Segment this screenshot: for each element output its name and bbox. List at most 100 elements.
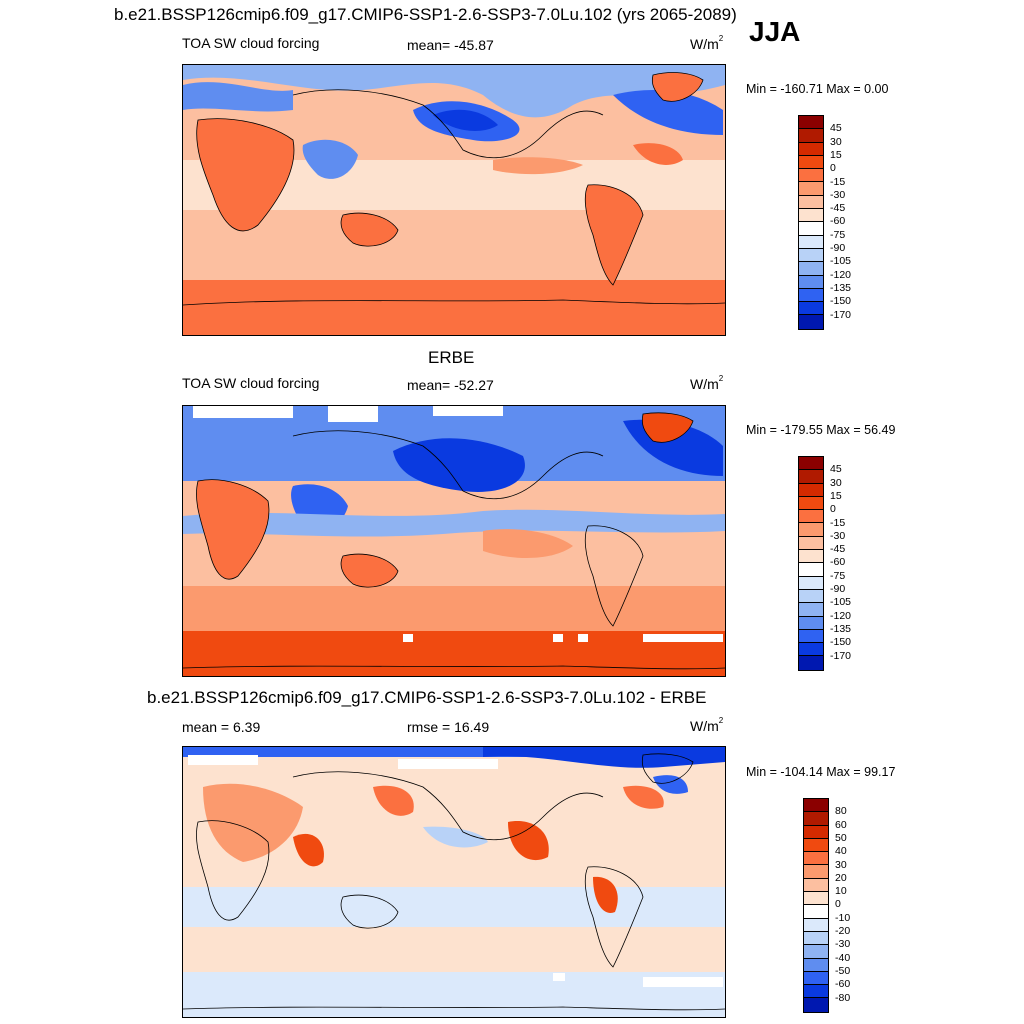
colorbar-swatch [804, 971, 828, 986]
colorbar-swatch [799, 169, 823, 183]
colorbar-tick-label: -20 [835, 925, 851, 937]
colorbar-tick-label: -90 [830, 242, 846, 254]
panel-3-unit-label: W/m2 [690, 716, 724, 734]
panel-3-minmax-label: Min = -104.14 Max = 99.17 [746, 765, 896, 779]
colorbar-swatch [799, 262, 823, 276]
colorbar-tick-label: 0 [830, 503, 836, 516]
colorbar-swatch [799, 129, 823, 143]
panel-3-map [182, 746, 726, 1018]
colorbar-swatch [804, 985, 828, 999]
colorbar-tick-label: -135 [830, 281, 852, 294]
colorbar-tick-label: -80 [835, 991, 851, 1004]
colorbar-swatch [799, 195, 823, 210]
colorbar-tick-label: -135 [830, 622, 852, 635]
colorbar-tick-label: 80 [835, 805, 847, 818]
colorbar-swatch [799, 116, 823, 130]
colorbar-swatch [799, 248, 823, 263]
colorbar-tick-label: -170 [830, 308, 852, 321]
colorbar-tick-label: 10 [835, 885, 847, 898]
colorbar-tick-label: -45 [830, 202, 846, 215]
panel-1-mean-label: mean= -45.87 [407, 37, 494, 53]
panel-3-mean-label: mean = 6.39 [182, 719, 261, 735]
panel-1-title: b.e21.BSSP126cmip6.f09_g17.CMIP6-SSP1-2.… [114, 5, 737, 24]
colorbar-tick-label: -105 [830, 596, 852, 609]
colorbar-tick-label: -75 [830, 228, 846, 241]
colorbar-swatch [804, 812, 828, 826]
colorbar-tick-label: 50 [835, 831, 847, 844]
panel-2-mean-label: mean= -52.27 [407, 377, 494, 393]
colorbar-swatch [804, 865, 828, 879]
panel-3-title: b.e21.BSSP126cmip6.f09_g17.CMIP6-SSP1-2.… [147, 688, 707, 707]
colorbar-swatch [799, 576, 823, 590]
colorbar-swatch [799, 616, 823, 630]
colorbar-tick-label: 45 [830, 122, 842, 135]
panel-2-colorbar [798, 456, 824, 671]
colorbar-swatch [799, 603, 823, 617]
colorbar-tick-label: -30 [835, 938, 851, 951]
colorbar-swatch [799, 470, 823, 484]
colorbar-swatch [799, 142, 823, 156]
colorbar-swatch [799, 275, 823, 289]
colorbar-swatch [799, 589, 823, 604]
colorbar-tick-label: -10 [835, 911, 851, 924]
colorbar-swatch [799, 457, 823, 471]
colorbar-tick-label: -150 [830, 636, 852, 649]
colorbar-tick-label: 30 [835, 858, 847, 871]
colorbar-tick-label: 0 [835, 898, 841, 911]
colorbar-tick-label: 60 [835, 818, 847, 831]
colorbar-swatch [799, 629, 823, 644]
colorbar-swatch [804, 998, 828, 1012]
colorbar-swatch [804, 931, 828, 946]
colorbar-swatch [804, 905, 828, 919]
colorbar-tick-label: -60 [835, 978, 851, 991]
colorbar-swatch [799, 209, 823, 223]
colorbar-tick-label: -170 [830, 649, 852, 662]
colorbar-tick-label: -40 [835, 951, 851, 964]
colorbar-tick-label: -120 [830, 268, 852, 281]
colorbar-swatch [804, 878, 828, 893]
season-label: JJA [749, 16, 801, 47]
colorbar-swatch [799, 550, 823, 564]
colorbar-swatch [804, 918, 828, 932]
colorbar-tick-label: 15 [830, 148, 842, 161]
panel-1-field-label: TOA SW cloud forcing [182, 35, 320, 51]
colorbar-tick-label: -15 [830, 175, 846, 188]
colorbar-tick-label: -30 [830, 188, 846, 201]
colorbar-tick-label: -105 [830, 255, 852, 268]
colorbar-tick-label: -50 [835, 964, 851, 977]
colorbar-swatch [799, 222, 823, 236]
colorbar-swatch [799, 288, 823, 303]
colorbar-tick-label: -150 [830, 295, 852, 308]
colorbar-tick-label: 30 [830, 476, 842, 489]
panel-2-map [182, 405, 726, 677]
colorbar-swatch [799, 182, 823, 196]
colorbar-swatch [804, 825, 828, 839]
colorbar-swatch [804, 892, 828, 906]
panel-2-unit-label: W/m2 [690, 374, 724, 392]
colorbar-tick-label: -15 [830, 516, 846, 529]
colorbar-swatch [804, 838, 828, 853]
colorbar-tick-label: 45 [830, 463, 842, 476]
colorbar-swatch [799, 536, 823, 551]
panel-1-minmax-label: Min = -160.71 Max = 0.00 [746, 82, 889, 96]
panel-2-minmax-label: Min = -179.55 Max = 56.49 [746, 423, 896, 437]
colorbar-tick-label: -90 [830, 583, 846, 595]
colorbar-swatch [799, 643, 823, 657]
colorbar-tick-label: -30 [830, 529, 846, 542]
colorbar-tick-label: 15 [830, 489, 842, 502]
colorbar-swatch [799, 483, 823, 497]
colorbar-swatch [799, 496, 823, 511]
colorbar-tick-label: -45 [830, 543, 846, 556]
panel-1-map [182, 64, 726, 336]
panel-3-rmse-label: rmse = 16.49 [407, 719, 490, 735]
colorbar-tick-label: -60 [830, 556, 846, 569]
panel-3-colorbar [803, 798, 829, 1013]
panel-2-field-label: TOA SW cloud forcing [182, 375, 320, 391]
colorbar-swatch [804, 958, 828, 972]
colorbar-swatch [804, 945, 828, 959]
panel-1-colorbar [798, 115, 824, 330]
colorbar-tick-label: -75 [830, 569, 846, 582]
colorbar-swatch [799, 656, 823, 670]
panel-1-unit-label: W/m2 [690, 34, 724, 52]
colorbar-tick-label: 30 [830, 135, 842, 148]
